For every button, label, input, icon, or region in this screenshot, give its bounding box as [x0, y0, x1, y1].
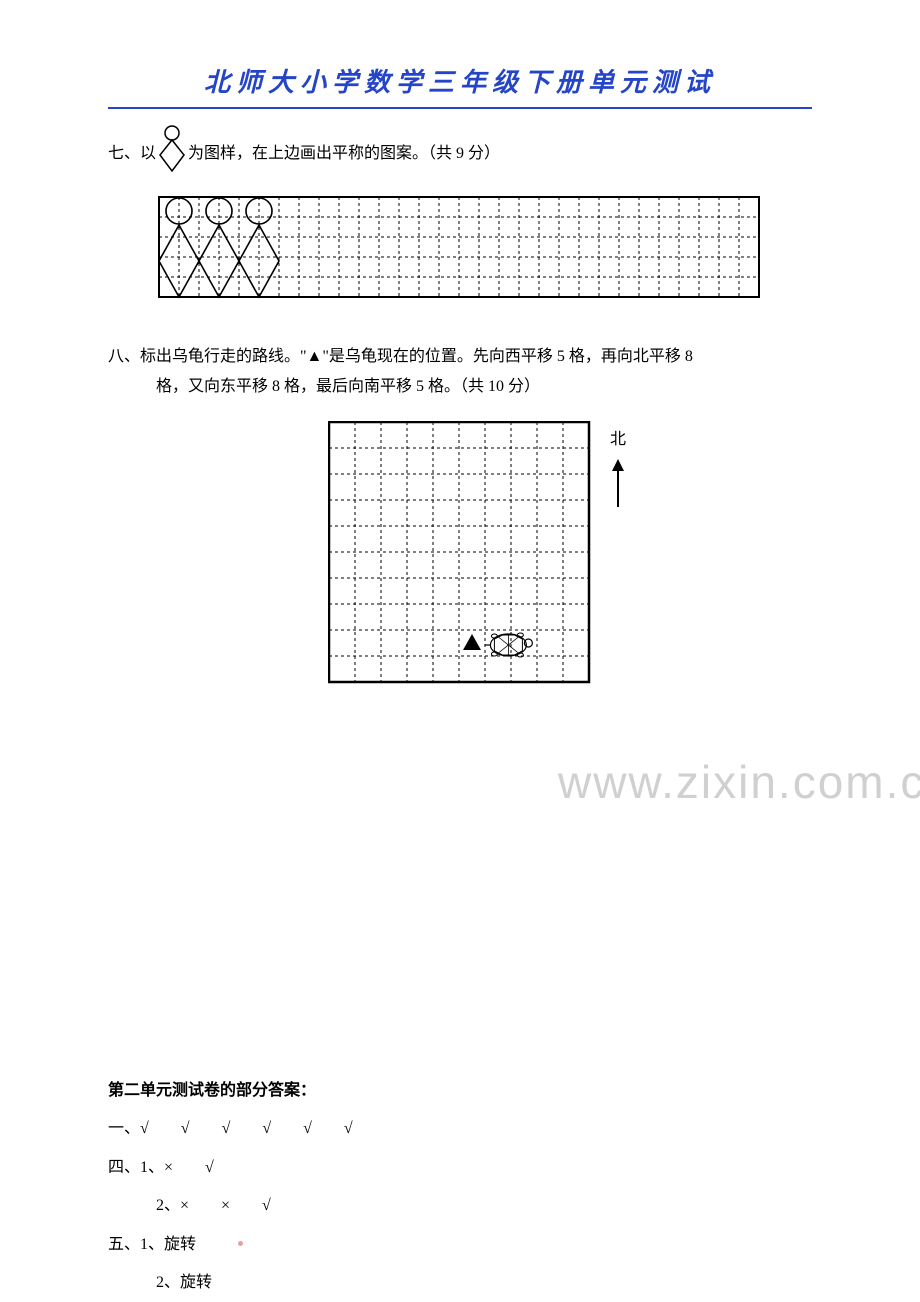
answers-title: 第二单元测试卷的部分答案：	[108, 1076, 812, 1106]
answer-line-3: 2、× × √	[108, 1191, 812, 1221]
north-indicator: 北	[608, 425, 628, 521]
diamond-circle-icon	[158, 123, 186, 184]
answer-line-4: 五、1、旋转	[108, 1230, 812, 1260]
page-title: 北师大小学数学三年级下册单元测试	[0, 0, 920, 99]
north-label: 北	[608, 425, 628, 455]
question-7: 七、以 为图样，在上边画出平称的图案。（共 9 分）	[108, 123, 812, 184]
answer-line-1: 一、√ √ √ √ √ √	[108, 1114, 812, 1144]
question-8: 八、标出乌龟行走的路线。"▲"是乌龟现在的位置。先向西平移 5 格，再向北平移 …	[108, 342, 812, 403]
content-area: 七、以 为图样，在上边画出平称的图案。（共 9 分） 八、标出乌龟行走的路线。"…	[0, 109, 920, 1298]
q8-line1: 八、标出乌龟行走的路线。"▲"是乌龟现在的位置。先向西平移 5 格，再向北平移 …	[108, 342, 812, 372]
q8-grid-container: www.zixin.com.cn 北	[108, 421, 812, 696]
arrow-up-icon	[608, 459, 628, 509]
q8-line2: 格，又向东平移 8 格，最后向南平移 5 格。（共 10 分）	[108, 372, 812, 402]
watermark: www.zixin.com.cn	[558, 739, 920, 826]
footer-dot	[238, 1241, 243, 1246]
answer-line-2: 四、1、× √	[108, 1153, 812, 1183]
q7-suffix: 为图样，在上边画出平称的图案。（共 9 分）	[188, 139, 500, 169]
answers-section: 第二单元测试卷的部分答案： 一、√ √ √ √ √ √ 四、1、× √ 2、× …	[108, 1076, 812, 1298]
q7-grid	[158, 196, 812, 311]
q7-prefix: 七、以	[108, 139, 156, 169]
answer-line-5: 2、旋转	[108, 1268, 812, 1298]
